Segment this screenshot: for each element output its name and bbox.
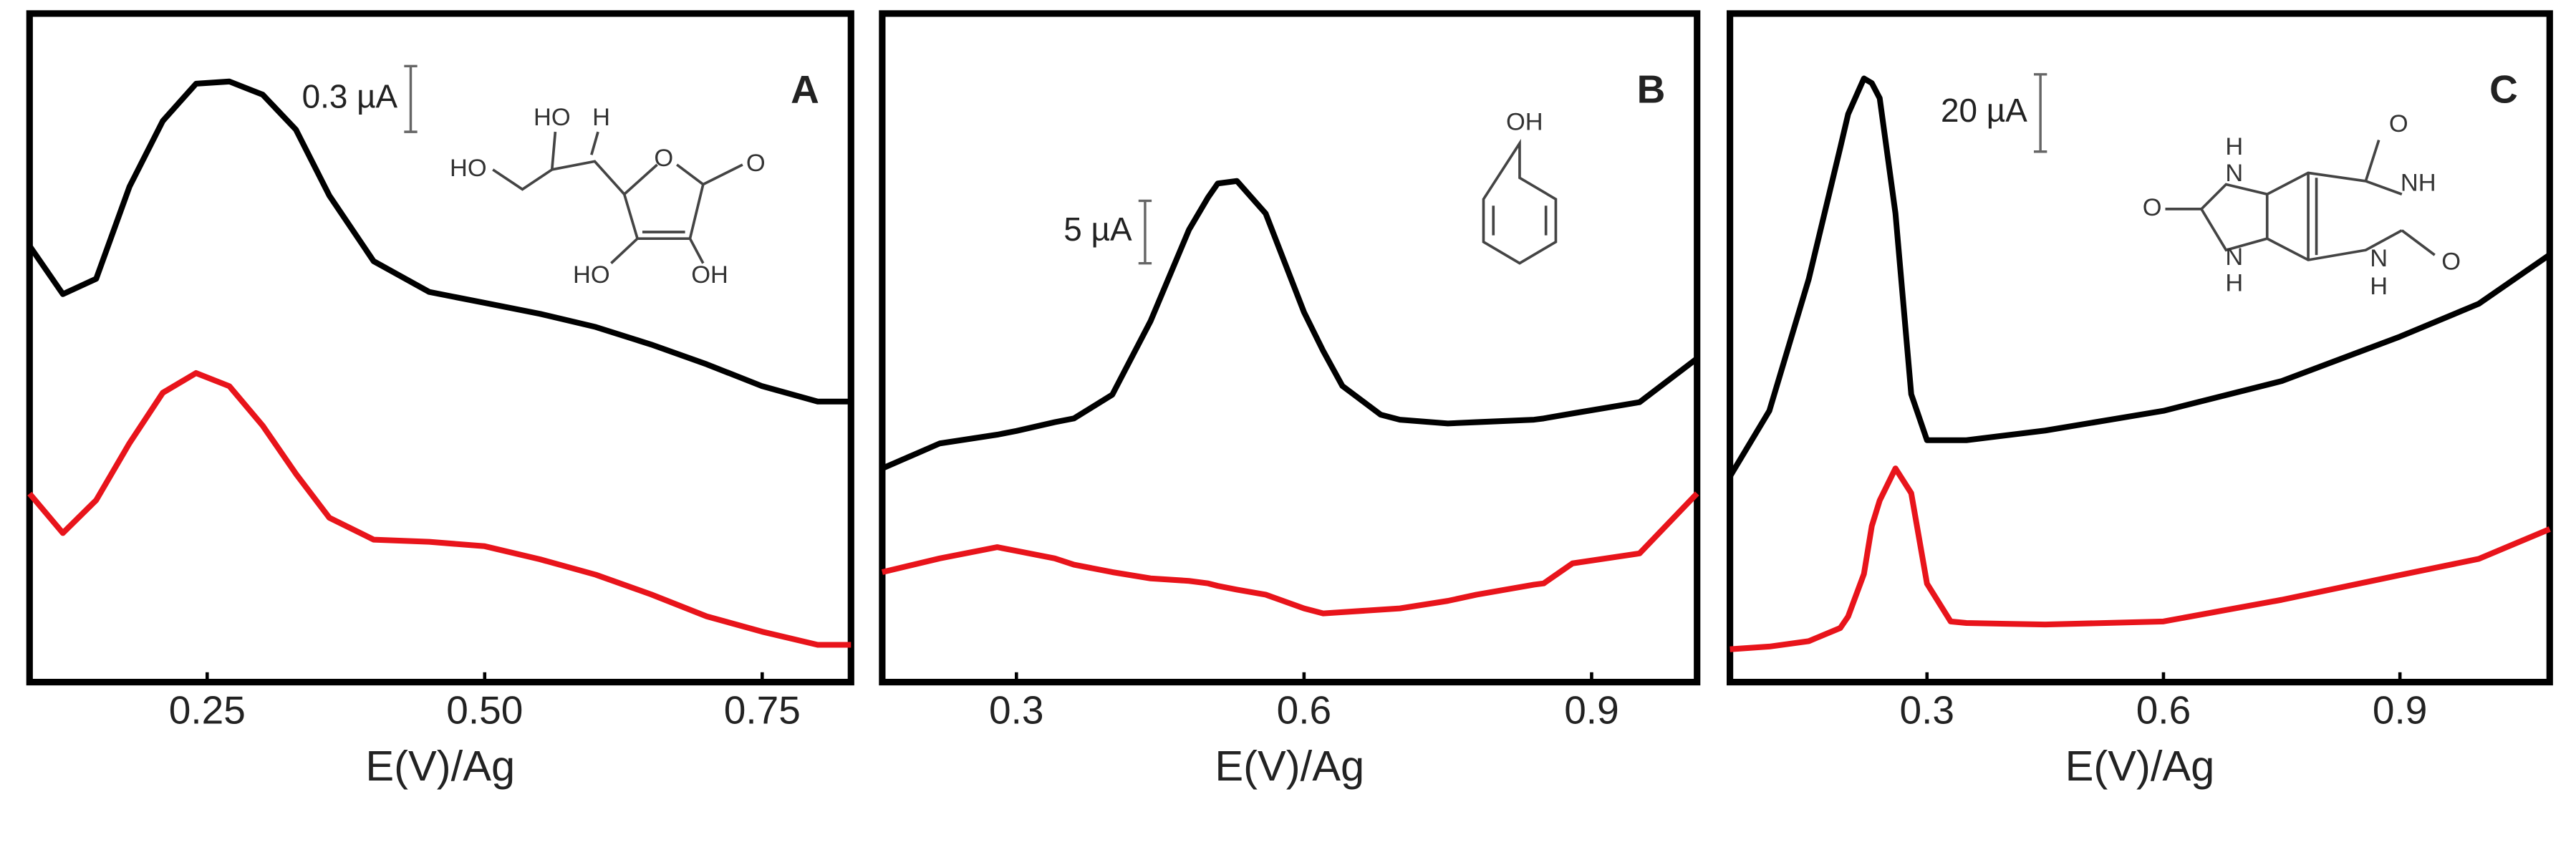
data-line <box>27 369 852 648</box>
panel-label: B <box>1637 67 1666 112</box>
panel-frame <box>26 10 854 686</box>
data-line <box>26 78 852 405</box>
panel-label: C <box>2489 67 2518 112</box>
atom-label: N <box>2370 245 2388 272</box>
data-line <box>1730 465 2551 652</box>
x-axis-title: E(V)/Ag <box>1215 742 1364 790</box>
atom-label: H <box>2225 270 2243 297</box>
atom-label: H <box>592 104 610 131</box>
x-tick-label: 0.3 <box>1899 688 1954 733</box>
scale-bar-label: 20 µA <box>1941 92 2027 129</box>
x-tick-label: 0.25 <box>169 688 246 733</box>
x-tick-label: 0.6 <box>1277 688 1332 733</box>
atom-label: HO <box>450 155 487 182</box>
atom-label: O <box>2389 110 2408 137</box>
atom-label: O <box>2143 194 2162 221</box>
scale-bar-label: 5 µA <box>1063 211 1132 248</box>
x-tick-label: 0.9 <box>2373 688 2428 733</box>
x-axis-title: E(V)/Ag <box>365 742 515 790</box>
data-line <box>881 491 1699 617</box>
data-line <box>1727 75 2552 478</box>
panel-frame <box>879 10 1701 686</box>
x-tick-label: 0.9 <box>1564 688 1619 733</box>
atom-label: H <box>2225 133 2243 160</box>
data-line <box>881 178 1699 471</box>
x-tick-label: 0.3 <box>989 688 1044 733</box>
panel-frame <box>1726 10 2553 686</box>
atom-label: HO <box>573 261 610 289</box>
atom-label: N <box>2225 243 2243 271</box>
x-tick-label: 0.75 <box>724 688 801 733</box>
structure-b: OH <box>1482 109 1558 265</box>
scale-bar-label: 0.3 µA <box>302 77 398 115</box>
panel-label: A <box>791 67 819 112</box>
atom-label: OH <box>1506 109 1543 136</box>
atom-label: O <box>2441 248 2461 276</box>
structure-a: HO H O O HO HO OH <box>450 104 766 289</box>
x-tick-label: 0.50 <box>446 688 523 733</box>
atom-label: HO <box>534 104 571 131</box>
atom-label: O <box>654 145 673 172</box>
atom-label: O <box>746 150 766 177</box>
x-tick-label: 0.6 <box>2136 688 2191 733</box>
x-axis-title: E(V)/Ag <box>2065 742 2215 790</box>
atom-label: H <box>2370 273 2388 300</box>
structure-c: O NH O N H H N O N H <box>2143 110 2461 300</box>
atom-label: NH <box>2401 170 2436 197</box>
atom-label: OH <box>691 261 728 289</box>
atom-label: N <box>2225 160 2243 187</box>
